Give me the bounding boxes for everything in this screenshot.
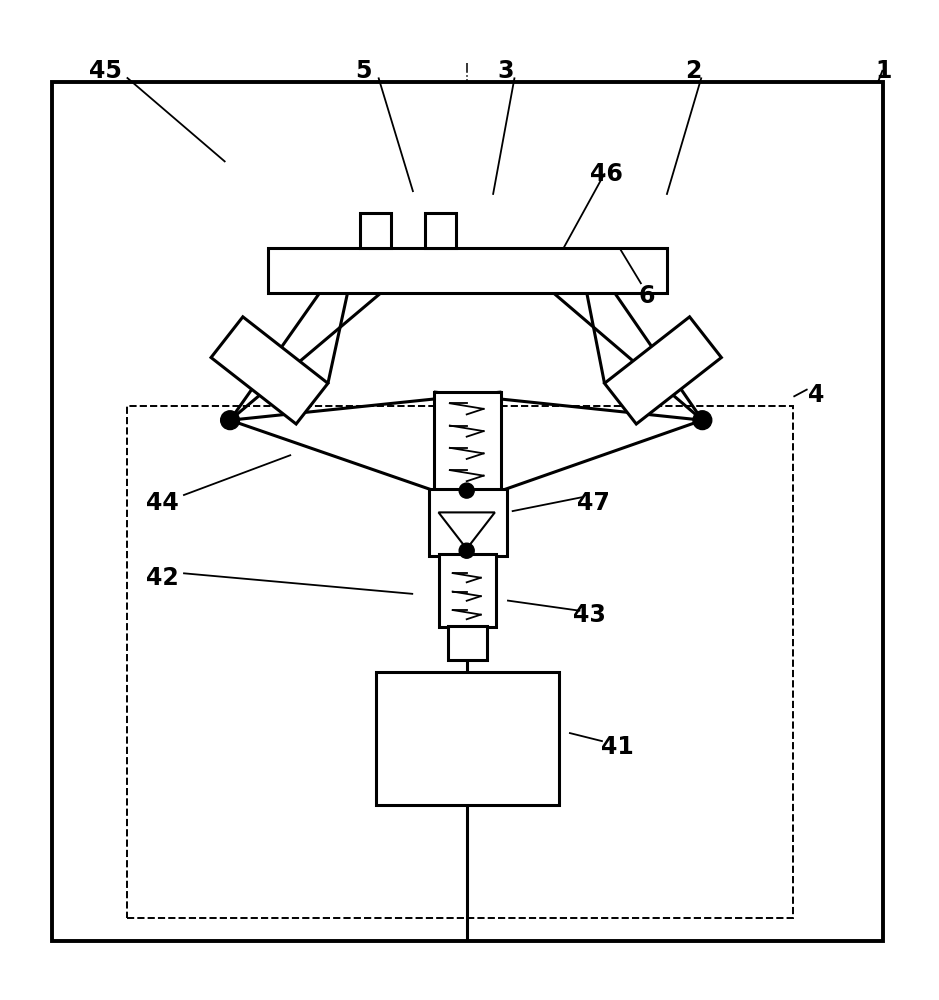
- Text: 41: 41: [601, 735, 634, 759]
- Bar: [434, 392, 501, 491]
- Bar: [376, 672, 559, 805]
- Text: 4: 4: [808, 383, 824, 407]
- Text: 43: 43: [573, 603, 606, 627]
- Polygon shape: [211, 317, 328, 424]
- Bar: [439, 554, 496, 627]
- Bar: [52, 82, 883, 941]
- Text: 1: 1: [876, 59, 892, 83]
- Text: 5: 5: [355, 59, 372, 83]
- Circle shape: [459, 543, 474, 558]
- Text: 47: 47: [577, 491, 610, 515]
- Text: 44: 44: [146, 491, 178, 515]
- Text: 45: 45: [89, 59, 122, 83]
- Bar: [360, 213, 391, 248]
- Text: 46: 46: [590, 162, 623, 186]
- Circle shape: [693, 411, 712, 430]
- Circle shape: [459, 483, 474, 498]
- Text: 3: 3: [498, 59, 515, 83]
- Circle shape: [221, 411, 239, 430]
- Polygon shape: [605, 317, 721, 424]
- Bar: [127, 406, 793, 918]
- Polygon shape: [439, 512, 495, 549]
- Bar: [448, 626, 487, 660]
- Text: 2: 2: [685, 59, 701, 83]
- Bar: [268, 248, 667, 293]
- Bar: [429, 489, 507, 556]
- Text: 6: 6: [639, 284, 655, 308]
- Bar: [425, 213, 456, 248]
- Text: 42: 42: [146, 566, 178, 590]
